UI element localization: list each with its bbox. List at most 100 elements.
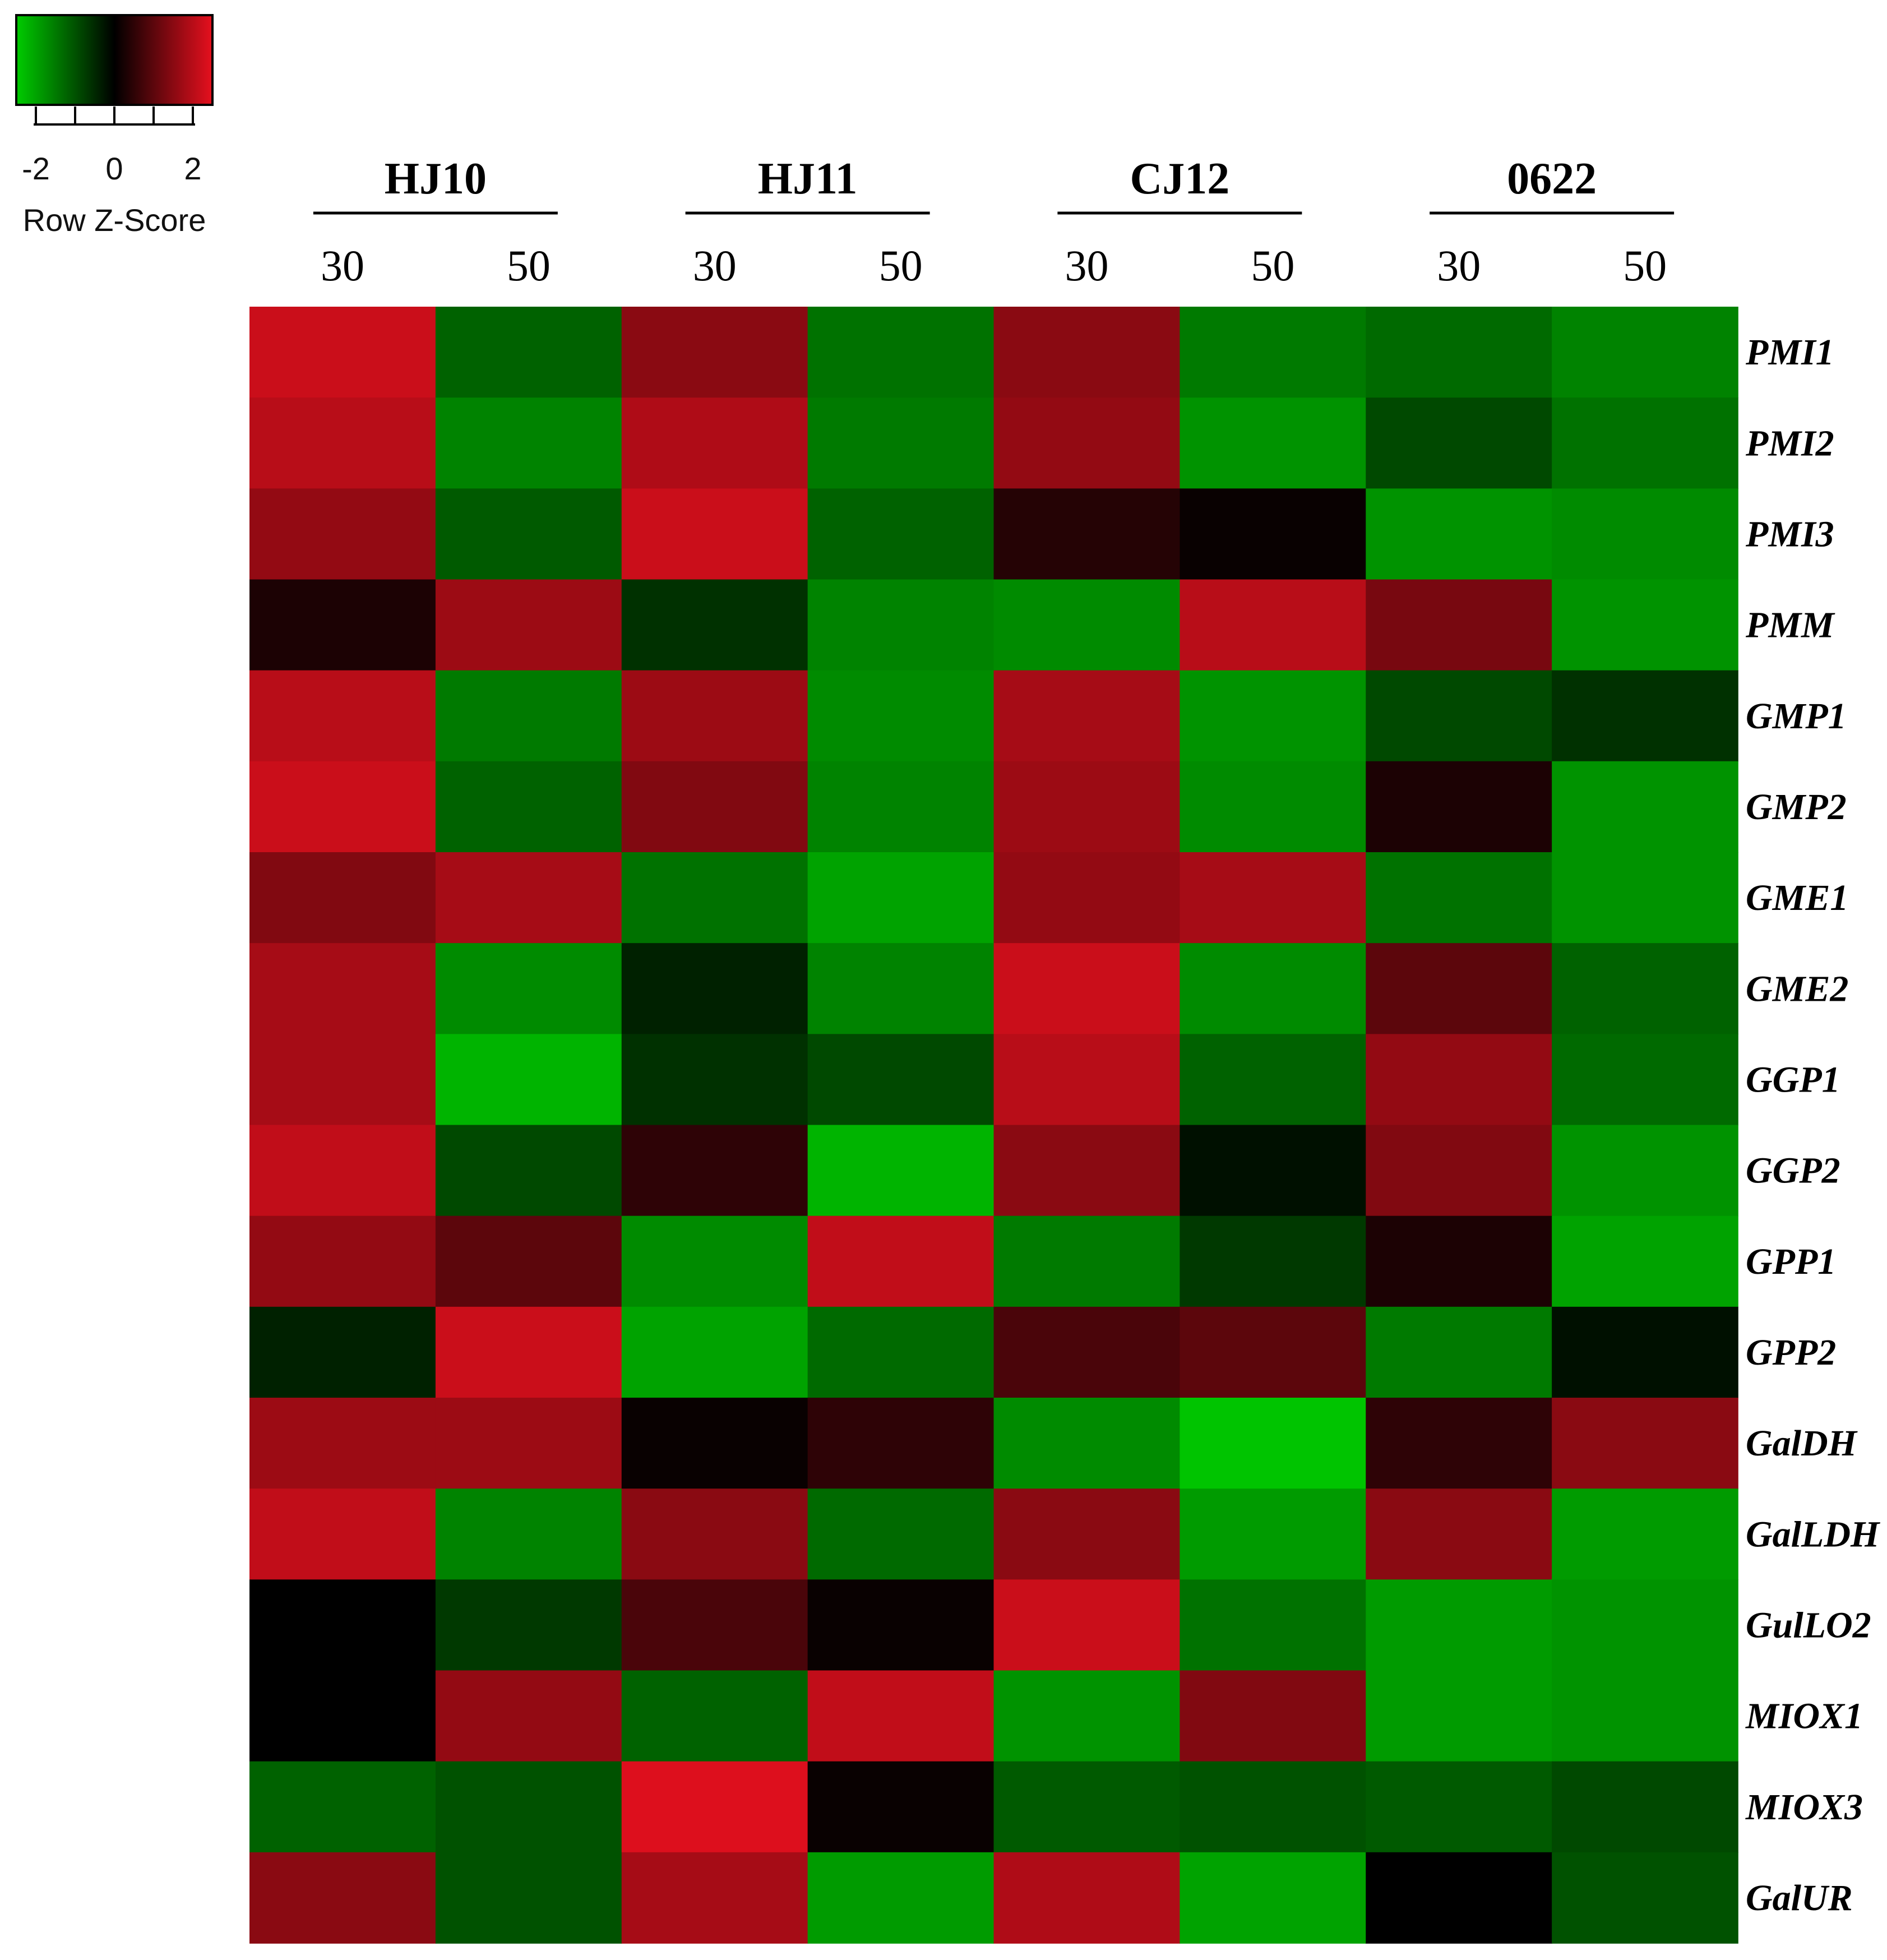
- heatmap-cell: [621, 1761, 808, 1853]
- heatmap-cell: [807, 579, 995, 671]
- heatmap-cell: [435, 488, 622, 580]
- heatmap-cell: [249, 1215, 436, 1307]
- heatmap-cell: [249, 1579, 436, 1671]
- column-label: 50: [1251, 241, 1294, 290]
- heatmap-cell: [435, 1761, 622, 1853]
- heatmap-cell: [993, 488, 1181, 580]
- heatmap-cell: [621, 670, 808, 762]
- heatmap-cell: [621, 1579, 808, 1671]
- heatmap-cell: [249, 943, 436, 1035]
- heatmap-cell: [807, 307, 995, 398]
- heatmap-cell: [1552, 1489, 1738, 1580]
- color-key-title: Row Z-Score: [23, 202, 206, 238]
- heatmap-cell: [249, 1489, 436, 1580]
- heatmap-cell: [1552, 1761, 1738, 1853]
- heatmap-cell: [807, 1306, 995, 1398]
- heatmap-cell: [249, 1670, 436, 1762]
- heatmap-cell: [1180, 488, 1367, 580]
- heatmap-cell: [621, 1670, 808, 1762]
- column-label: 30: [693, 241, 737, 290]
- heatmap-cell: [993, 1489, 1181, 1580]
- heatmap-cell: [249, 1398, 436, 1489]
- heatmap-cell: [435, 761, 622, 853]
- heatmap-cell: [1366, 1670, 1552, 1762]
- heatmap-cell: [1180, 579, 1367, 671]
- heatmap-cell: [1552, 307, 1738, 398]
- column-label: 50: [879, 241, 923, 290]
- heatmap-cells: [249, 307, 1738, 1944]
- heatmap-cell: [807, 1761, 995, 1853]
- heatmap-cell: [1366, 761, 1552, 853]
- heatmap-cell: [807, 1125, 995, 1217]
- heatmap-cell: [1180, 1761, 1367, 1853]
- heatmap-cell: [435, 1852, 622, 1944]
- heatmap-cell: [993, 943, 1181, 1035]
- heatmap-cell: [1552, 579, 1738, 671]
- heatmap-cell: [621, 852, 808, 944]
- column-group-label: CJ12: [1130, 154, 1229, 204]
- heatmap-cell: [807, 1489, 995, 1580]
- heatmap-cell: [621, 1398, 808, 1489]
- column-headers: 30 50 30 50 30 50 30 50: [321, 241, 1667, 290]
- heatmap-cell: [807, 943, 995, 1035]
- color-key: -2 0 2 Row Z-Score: [15, 14, 214, 238]
- heatmap-cell: [621, 1215, 808, 1307]
- heatmap-cell: [621, 1489, 808, 1580]
- heatmap-cell: [1552, 1579, 1738, 1671]
- heatmap-cell: [1366, 1306, 1552, 1398]
- heatmap-cell: [621, 579, 808, 671]
- heatmap-cell: [249, 1125, 436, 1217]
- heatmap-cell: [621, 1306, 808, 1398]
- heatmap-cell: [621, 943, 808, 1035]
- heatmap-cell: [435, 1125, 622, 1217]
- heatmap-cell: [993, 1306, 1181, 1398]
- row-label: PMM: [1745, 605, 1835, 646]
- heatmap-cell: [1180, 1215, 1367, 1307]
- row-label: GulLO2: [1746, 1605, 1871, 1645]
- heatmap-cell: [249, 488, 436, 580]
- heatmap-cell: [993, 1034, 1181, 1126]
- heatmap-cell: [993, 579, 1181, 671]
- heatmap-cell: [435, 1489, 622, 1580]
- heatmap-cell: [1180, 943, 1367, 1035]
- heatmap-cell: [249, 1306, 436, 1398]
- column-group-label: HJ10: [385, 154, 487, 204]
- heatmap-cell: [993, 1215, 1181, 1307]
- row-label: GPP1: [1746, 1241, 1836, 1282]
- heatmap-cell: [1366, 1398, 1552, 1489]
- heatmap-cell: [807, 488, 995, 580]
- heatmap-cell: [807, 1215, 995, 1307]
- heatmap-cell: [1552, 1125, 1738, 1217]
- heatmap-cell: [1552, 488, 1738, 580]
- heatmap-cell: [435, 397, 622, 489]
- heatmap-cell: [1552, 397, 1738, 489]
- heatmap-cell: [807, 670, 995, 762]
- column-label: 30: [321, 241, 364, 290]
- heatmap-cell: [249, 307, 436, 398]
- heatmap-cell: [1180, 1489, 1367, 1580]
- heatmap-cell: [1180, 670, 1367, 762]
- heatmap-cell: [1366, 1852, 1552, 1944]
- row-label: MIOX3: [1745, 1787, 1863, 1828]
- heatmap-cell: [993, 397, 1181, 489]
- heatmap-cell: [249, 1852, 436, 1944]
- column-group-label: HJ11: [758, 154, 858, 204]
- heatmap-cell: [435, 307, 622, 398]
- heatmap-cell: [1552, 852, 1738, 944]
- color-key-gradient: [15, 14, 214, 106]
- heatmap-cell: [993, 1852, 1181, 1944]
- heatmap-cell: [1552, 1215, 1738, 1307]
- row-label: GGP2: [1746, 1150, 1840, 1191]
- heatmap-cell: [1366, 1125, 1552, 1217]
- heatmap-cell: [621, 761, 808, 853]
- heatmap-cell: [249, 852, 436, 944]
- heatmap-cell: [1552, 943, 1738, 1035]
- heatmap-cell: [993, 1125, 1181, 1217]
- heatmap-cell: [993, 852, 1181, 944]
- heatmap-cell: [249, 1034, 436, 1126]
- heatmap-cell: [1366, 397, 1552, 489]
- row-label: PMI3: [1745, 514, 1834, 554]
- heatmap-cell: [807, 1034, 995, 1126]
- heatmap-cell: [1366, 852, 1552, 944]
- row-label: GPP2: [1746, 1332, 1836, 1373]
